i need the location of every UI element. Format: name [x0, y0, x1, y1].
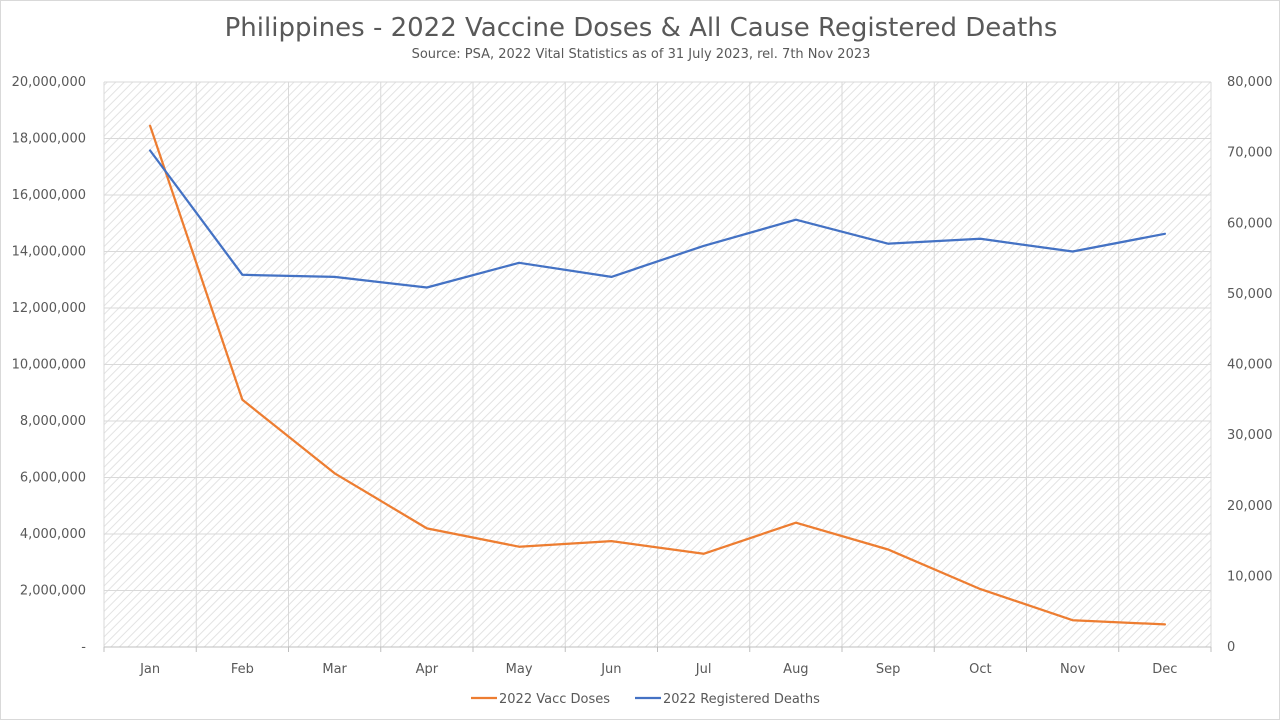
y-left-tick-label: 4,000,000 [20, 527, 86, 542]
data-point [149, 124, 152, 127]
y-left-tick-label: 16,000,000 [12, 188, 86, 203]
data-point [702, 244, 705, 247]
x-tick-label: Sep [876, 662, 901, 677]
x-tick-label: Aug [783, 662, 808, 677]
data-point [149, 149, 152, 152]
x-tick-label: Oct [969, 662, 991, 677]
y-left-tick-label: 20,000,000 [12, 75, 86, 90]
data-point [1163, 623, 1166, 626]
x-tick-label: May [506, 662, 533, 677]
y-right-tick-label: 50,000 [1227, 287, 1273, 302]
x-tick-label: Nov [1060, 662, 1086, 677]
data-point [241, 398, 244, 401]
data-point [610, 275, 613, 278]
y-right-tick-label: 30,000 [1227, 428, 1273, 443]
data-point [887, 548, 890, 551]
x-tick-label: Jun [600, 662, 621, 677]
chart-title: Philippines - 2022 Vaccine Doses & All C… [224, 13, 1058, 43]
data-point [979, 237, 982, 240]
data-point [333, 472, 336, 475]
legend-label: 2022 Vacc Doses [499, 692, 610, 707]
data-point [610, 540, 613, 543]
y-left-tick-label: 10,000,000 [12, 358, 86, 373]
x-tick-label: Dec [1152, 662, 1177, 677]
data-point [425, 286, 428, 289]
data-point [425, 527, 428, 530]
chart-subtitle: Source: PSA, 2022 Vital Statistics as of… [411, 47, 871, 62]
legend-label: 2022 Registered Deaths [663, 692, 820, 707]
y-left-tick-label: - [81, 640, 86, 655]
y-left-tick-label: 14,000,000 [12, 245, 86, 260]
data-point [1071, 619, 1074, 622]
y-right-tick-label: 40,000 [1227, 358, 1273, 373]
data-point [333, 275, 336, 278]
data-point [702, 552, 705, 555]
y-right-tick-label: 60,000 [1227, 216, 1273, 231]
y-right-tick-label: 20,000 [1227, 499, 1273, 514]
x-tick-label: Mar [322, 662, 347, 677]
y-left-tick-label: 12,000,000 [12, 301, 86, 316]
x-tick-label: Feb [231, 662, 254, 677]
y-left-tick-label: 8,000,000 [20, 414, 86, 429]
data-point [241, 273, 244, 276]
data-point [979, 588, 982, 591]
x-tick-label: Apr [416, 662, 439, 677]
data-point [887, 242, 890, 245]
series-line-registered-deaths [148, 149, 1167, 289]
data-point [794, 218, 797, 221]
y-left-tick-label: 18,000,000 [12, 132, 86, 147]
x-tick-label: Jan [139, 662, 160, 677]
data-point [518, 261, 521, 264]
y-right-tick-label: 0 [1227, 640, 1235, 655]
data-point [1163, 232, 1166, 235]
y-right-tick-label: 80,000 [1227, 75, 1273, 90]
y-right-tick-label: 70,000 [1227, 146, 1273, 161]
y-left-tick-label: 2,000,000 [20, 584, 86, 599]
x-tick-label: Jul [695, 662, 712, 677]
data-point [1071, 250, 1074, 253]
data-point [794, 521, 797, 524]
series-line-vacc-doses [148, 124, 1167, 626]
data-point [518, 545, 521, 548]
y-left-tick-label: 6,000,000 [20, 471, 86, 486]
y-right-tick-label: 10,000 [1227, 569, 1273, 584]
